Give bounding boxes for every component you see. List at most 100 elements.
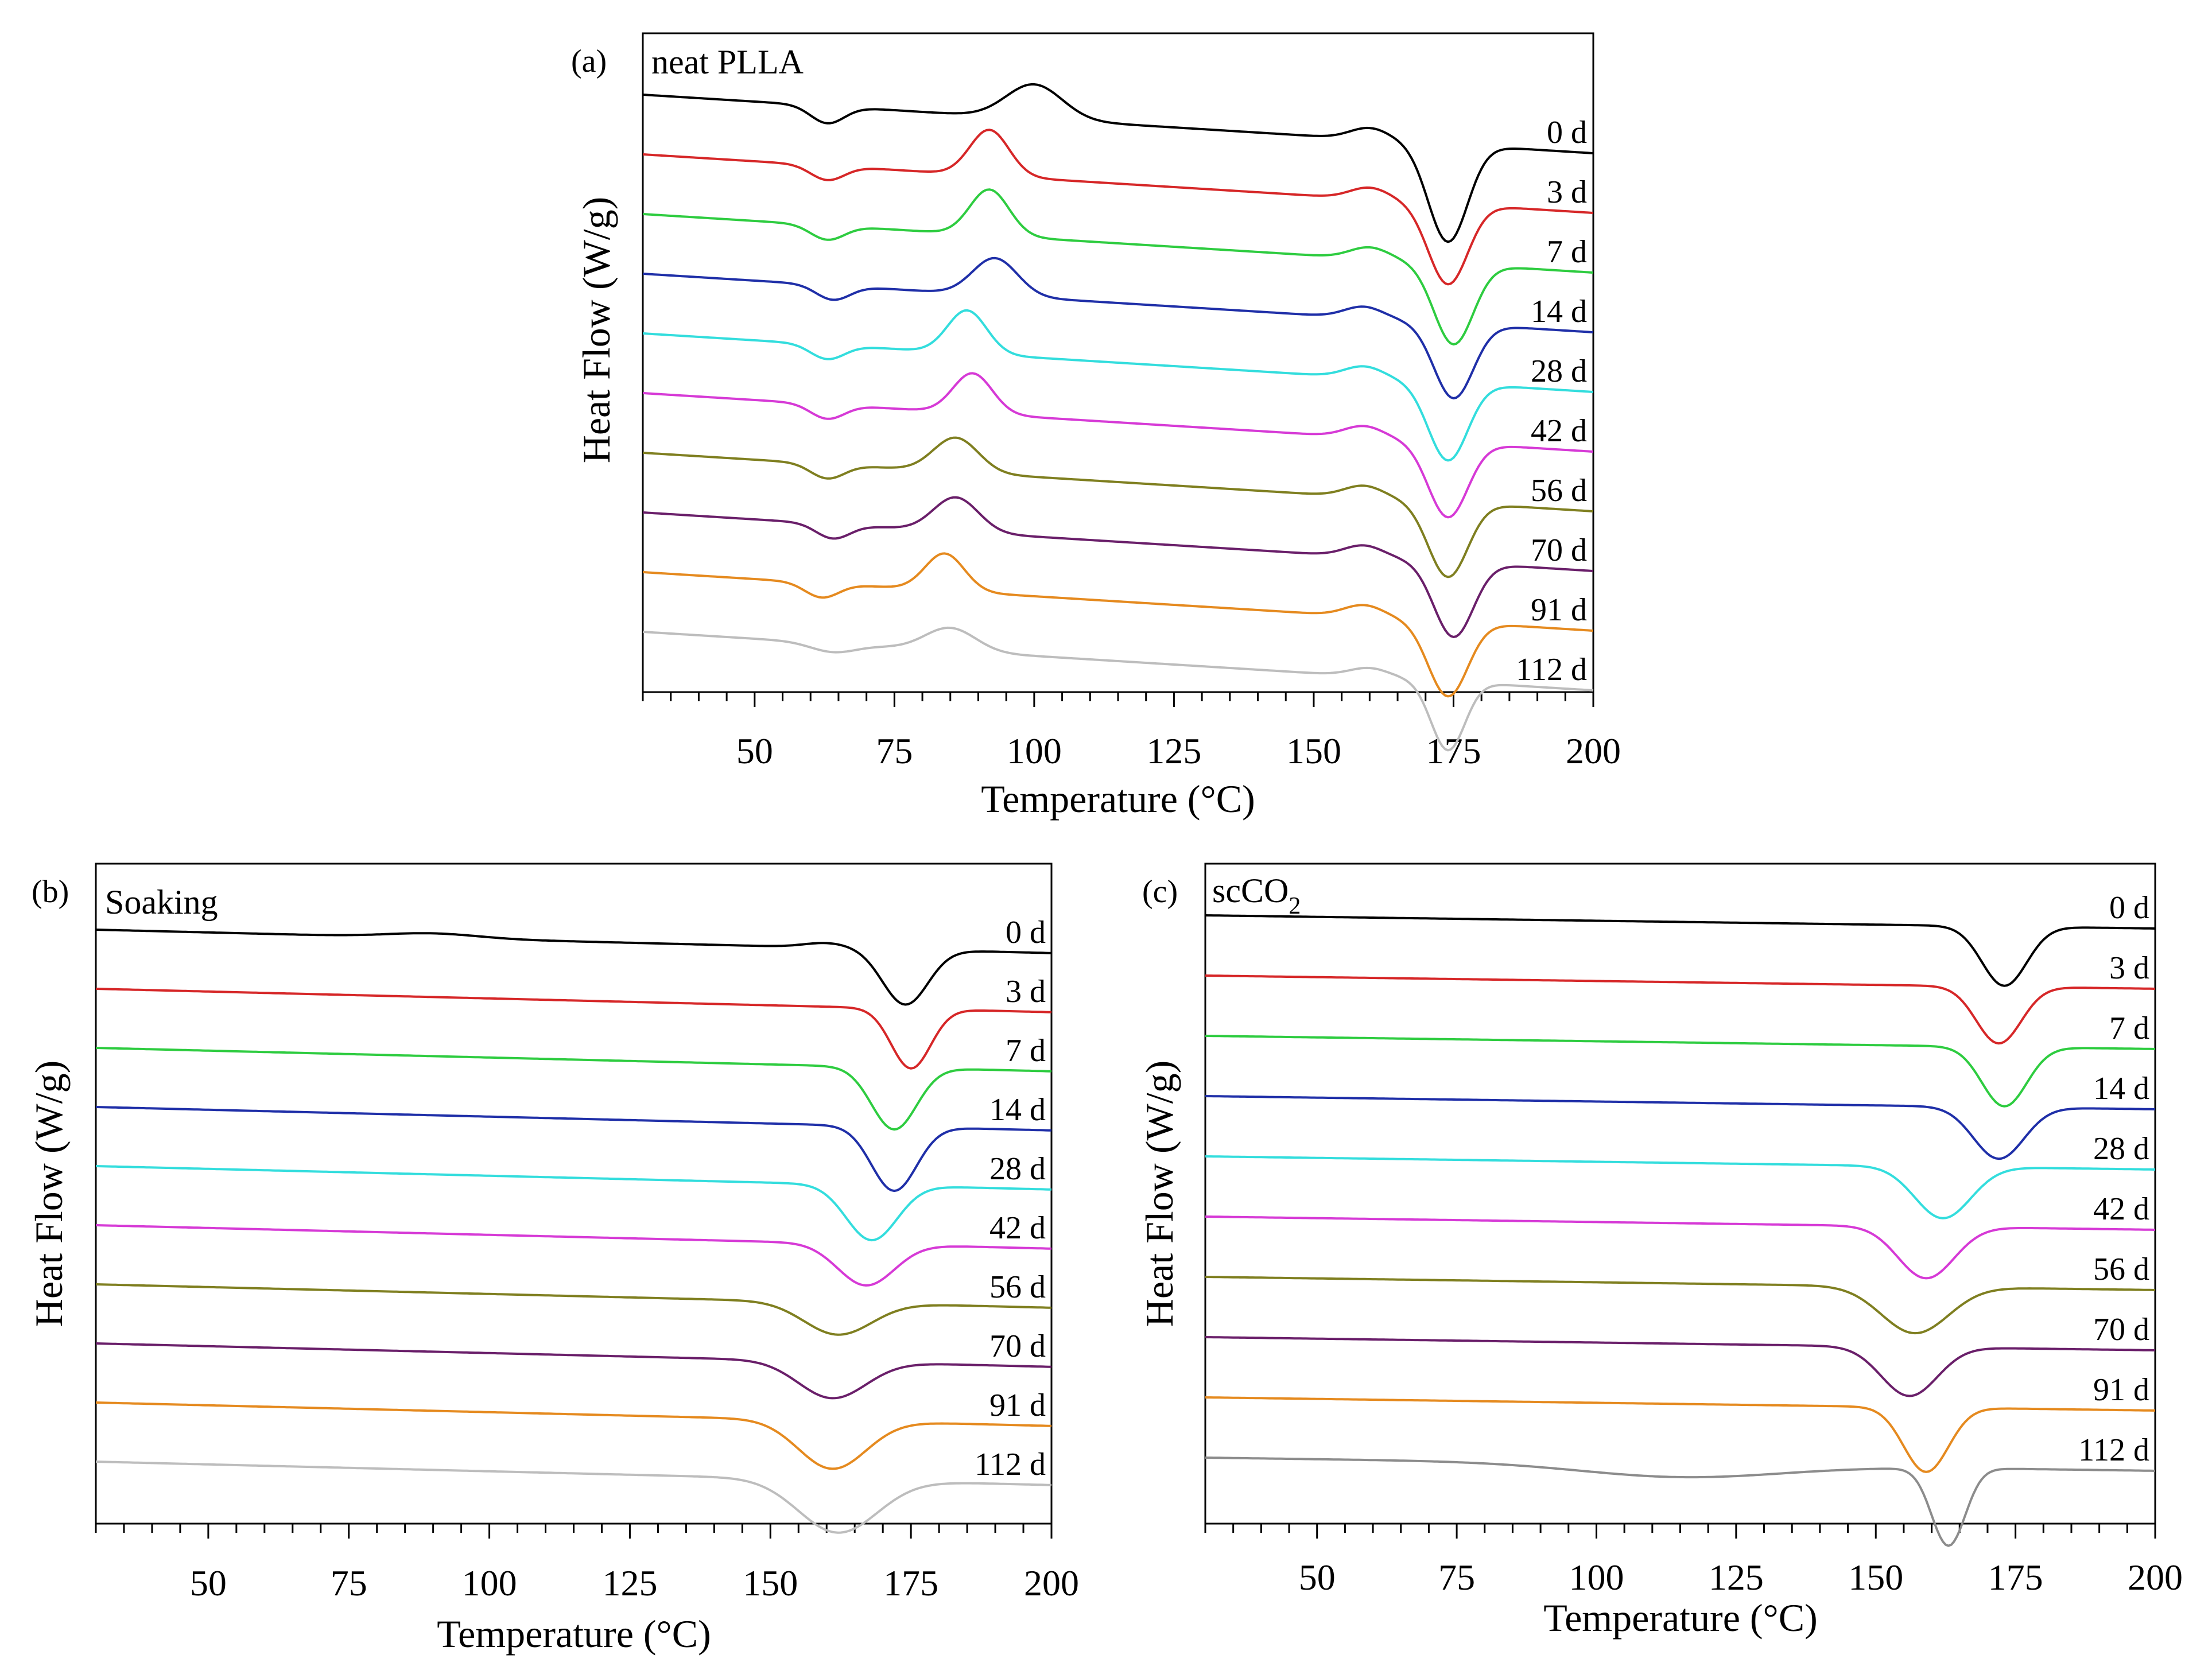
curve-label-56d: 56 d [2093, 1252, 2149, 1287]
dsc-curve-70d [1205, 1336, 2155, 1397]
panel-c-scco2: (c) scCO2 Temperature (°C) Heat Flow (W/… [1138, 863, 2183, 1640]
x-tick-label: 150 [1286, 731, 1341, 771]
x-tick-label: 150 [1848, 1557, 1903, 1598]
panel-a-title: neat PLLA [651, 43, 804, 81]
x-tick-label: 200 [1566, 731, 1621, 771]
panel-c-title-main: scCO [1212, 872, 1289, 910]
curve-label-7d: 7 d [1006, 1033, 1046, 1069]
dsc-curve-91d [642, 552, 1594, 698]
panel-a-x-axis-ticks: 50 75 100 125 150 175 200 [642, 692, 1621, 771]
panel-c-title: scCO2 [1212, 872, 1301, 919]
curve-label-0d: 0 d [1006, 915, 1046, 950]
x-tick-label: 125 [1709, 1557, 1764, 1598]
panel-c-x-axis-ticks: 50 75 100 125 150 175 200 [1204, 1524, 2183, 1598]
panel-c-y-axis-title: Heat Flow (W/g) [1138, 1061, 1181, 1327]
dsc-curve-3d [642, 129, 1594, 286]
panel-c-title-subscript: 2 [1289, 893, 1301, 919]
curve-label-28d: 28 d [1531, 354, 1587, 389]
panel-a-y-axis-title: Heat Flow (W/g) [575, 197, 618, 464]
dsc-curve-56d [95, 1283, 1052, 1336]
curve-label-42d: 42 d [1531, 413, 1587, 449]
dsc-curve-28d [95, 1165, 1052, 1242]
dsc-curve-0d [642, 83, 1594, 243]
curve-label-28d: 28 d [2093, 1131, 2149, 1167]
curve-label-112d: 112 d [975, 1447, 1046, 1482]
curve-label-3d: 3 d [2109, 950, 2149, 986]
dsc-curve-7d [95, 1047, 1052, 1131]
panel-a-x-axis-title: Temperature (°C) [981, 777, 1255, 821]
curve-label-0d: 0 d [1547, 115, 1587, 150]
curve-label-3d: 3 d [1006, 974, 1046, 1009]
dsc-curve-56d [1205, 1276, 2156, 1335]
x-tick-label: 100 [462, 1563, 517, 1603]
curve-label-14d: 14 d [2093, 1071, 2149, 1106]
x-tick-label: 200 [1024, 1563, 1079, 1603]
dsc-curve-112d [95, 1461, 1052, 1534]
x-tick-label: 50 [736, 731, 773, 771]
panel-c-letter: (c) [1142, 874, 1178, 910]
dsc-curve-42d [95, 1224, 1052, 1287]
dsc-curve-0d [1205, 914, 2156, 987]
dsc-curve-3d [1205, 974, 2156, 1045]
x-tick-label: 75 [1438, 1557, 1475, 1598]
dsc-curve-14d [95, 1106, 1052, 1193]
curve-label-0d: 0 d [2109, 890, 2149, 926]
x-tick-label: 150 [743, 1563, 798, 1603]
dsc-curve-112d [642, 626, 1594, 752]
curve-label-7d: 7 d [2109, 1011, 2149, 1046]
panel-b-y-axis-title: Heat Flow (W/g) [27, 1061, 71, 1327]
x-tick-label: 175 [1988, 1557, 2043, 1598]
curve-label-70d: 70 d [989, 1329, 1046, 1364]
dsc-curve-14d [642, 257, 1594, 399]
x-tick-label: 175 [1426, 731, 1481, 771]
dsc-curve-3d [95, 988, 1052, 1070]
curve-label-7d: 7 d [1547, 234, 1587, 270]
curve-label-70d: 70 d [2093, 1312, 2149, 1347]
x-tick-label: 75 [331, 1563, 367, 1603]
x-tick-label: 100 [1007, 731, 1062, 771]
curve-label-70d: 70 d [1531, 533, 1587, 568]
curve-label-14d: 14 d [989, 1092, 1046, 1128]
dsc-curve-0d [95, 929, 1052, 1006]
dsc-curve-91d [1205, 1396, 2155, 1473]
curve-label-56d: 56 d [1531, 473, 1587, 508]
panel-b-soaking: (b) Soaking Temperature (°C) Heat Flow (… [27, 863, 1079, 1656]
dsc-curve-112d [1205, 1456, 2156, 1547]
x-tick-label: 125 [602, 1563, 657, 1603]
panel-c-curves: 0 d 3 d 7 d 14 d 28 d 42 d 56 d 70 d 91 d 112 d [1205, 890, 2156, 1547]
curve-label-91d: 91 d [2093, 1372, 2149, 1408]
panel-b-curves: 0 d 3 d 7 d 14 d 28 d 42 d 56 d 70 d 91 d 112 d [95, 915, 1052, 1534]
dsc-curve-70d [95, 1342, 1052, 1400]
x-tick-label: 50 [190, 1563, 227, 1603]
x-tick-label: 50 [1299, 1557, 1336, 1598]
dsc-curve-56d [642, 436, 1594, 578]
dsc-curve-70d [642, 496, 1594, 638]
dsc-curve-14d [1205, 1095, 2156, 1160]
dsc-curve-7d [642, 188, 1594, 345]
dsc-curve-42d [1205, 1215, 2156, 1280]
curve-label-91d: 91 d [989, 1388, 1046, 1423]
panel-c-x-axis-title: Temperature (°C) [1543, 1596, 1817, 1640]
panel-b-letter: (b) [32, 874, 69, 910]
panel-a-neat-plla: (a) neat PLLA Temperature (°C) Heat Flow… [571, 32, 1621, 821]
dsc-curve-7d [1205, 1035, 2156, 1108]
curve-label-56d: 56 d [989, 1269, 1046, 1305]
curve-label-91d: 91 d [1531, 592, 1587, 628]
dsc-curve-91d [95, 1401, 1052, 1470]
x-tick-label: 175 [883, 1563, 938, 1603]
curve-label-42d: 42 d [2093, 1191, 2149, 1227]
panel-b-x-axis-title: Temperature (°C) [437, 1612, 711, 1656]
x-tick-label: 200 [2128, 1557, 2183, 1598]
dsc-curve-28d [642, 309, 1594, 462]
panel-b-title: Soaking [105, 883, 218, 921]
curve-label-112d: 112 d [1516, 652, 1587, 687]
x-tick-label: 125 [1146, 731, 1201, 771]
curve-label-42d: 42 d [989, 1210, 1046, 1246]
x-tick-label: 100 [1569, 1557, 1624, 1598]
panel-a-curves: 0 d 3 d 7 d 14 d 28 d 42 d 56 d 70 d 91 d 112 d [642, 83, 1594, 752]
dsc-curve-42d [642, 372, 1594, 519]
dsc-curve-28d [1205, 1155, 2156, 1219]
curve-label-112d: 112 d [2078, 1432, 2149, 1468]
curve-label-3d: 3 d [1547, 174, 1587, 210]
